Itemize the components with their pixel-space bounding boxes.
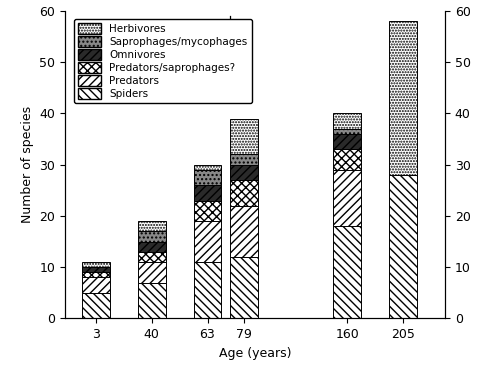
Bar [138,221,166,231]
Bar [82,293,110,318]
Y-axis label: Number of species: Number of species [20,106,34,223]
Bar [82,277,110,293]
Bar [194,170,222,185]
Bar [138,231,166,242]
Bar [194,201,222,221]
Bar [230,165,258,180]
Bar [82,272,110,277]
Bar [82,267,110,272]
Bar [194,262,222,318]
Bar [138,242,166,252]
Bar [194,185,222,201]
Bar [230,206,258,257]
Bar [333,149,361,170]
Legend: Herbivores, Saprophages/mycophages, Omnivores, Predators/saprophages?, Predators: Herbivores, Saprophages/mycophages, Omni… [74,19,252,103]
Bar [333,134,361,149]
Bar [230,180,258,206]
X-axis label: Age (years): Age (years) [219,347,291,360]
Bar [333,170,361,226]
Bar [230,257,258,318]
Text: Beetles: Beetles [233,19,243,57]
Bar [138,262,166,283]
Bar [82,262,110,267]
Bar [230,119,258,154]
Bar [333,113,361,129]
Bar [333,129,361,134]
Bar [194,221,222,262]
Bar [389,175,417,318]
Bar [138,283,166,318]
Bar [333,226,361,318]
Bar [194,165,222,170]
Bar [138,252,166,262]
Bar [230,154,258,165]
Bar [389,21,417,175]
